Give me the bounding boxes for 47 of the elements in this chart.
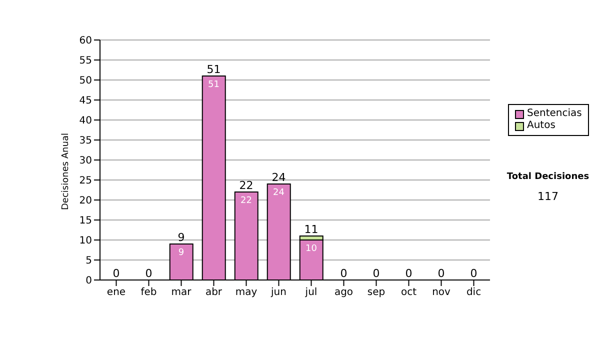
y-tick-label: 60	[79, 36, 92, 47]
total-label: 51	[206, 63, 221, 76]
x-tick-label: may	[235, 287, 258, 298]
x-tick-label: ene	[106, 287, 126, 298]
x-tick-label: abr	[205, 287, 223, 298]
x-tick-label: jul	[304, 287, 318, 298]
x-tick-label: dic	[466, 287, 482, 298]
data-label: 10	[306, 244, 318, 254]
data-label: 51	[208, 80, 220, 90]
total-label: 24	[272, 171, 286, 184]
total-label: 0	[405, 267, 412, 280]
y-tick-label: 20	[79, 196, 92, 207]
total-label: 11	[304, 223, 318, 236]
y-axis-title: Decisiones Anual	[61, 133, 72, 210]
total-label: 9	[178, 231, 185, 244]
total-label: 0	[340, 267, 348, 280]
x-tick-label: mar	[171, 287, 192, 298]
y-tick-label: 55	[79, 56, 92, 67]
total-label: 0	[372, 267, 380, 280]
x-tick-label: jun	[270, 287, 286, 298]
y-tick-label: 45	[79, 96, 92, 107]
text: 117	[536, 190, 560, 203]
total-label: 0	[145, 267, 152, 280]
y-tick-label: 0	[86, 276, 92, 287]
total-label: 22	[239, 179, 254, 192]
x-tick-label: nov	[432, 287, 451, 298]
data-label: 22	[240, 196, 252, 206]
total-label: 0	[438, 267, 445, 280]
y-tick-label: 5	[86, 256, 92, 267]
y-tick-label: 25	[79, 176, 92, 187]
x-tick-label: ago	[334, 287, 354, 298]
y-tick-label: 35	[79, 136, 92, 147]
total-label: 0	[470, 267, 478, 280]
x-tick-label: oct	[400, 287, 417, 298]
y-tick-label: 40	[79, 116, 92, 127]
y-tick-label: 50	[79, 76, 92, 87]
y-tick-label: 30	[79, 156, 92, 167]
total-label: 0	[112, 267, 120, 280]
y-tick-label: 10	[79, 236, 92, 247]
x-tick-label: sep	[367, 287, 386, 298]
legend-label: Sentencias	[527, 108, 582, 120]
text: Total Decisiones	[506, 172, 590, 182]
y-tick-label: 15	[79, 216, 92, 227]
data-label: 9	[178, 248, 184, 258]
legend-label: Autos	[527, 120, 556, 132]
data-label: 24	[273, 188, 285, 198]
x-tick-label: feb	[140, 287, 157, 298]
